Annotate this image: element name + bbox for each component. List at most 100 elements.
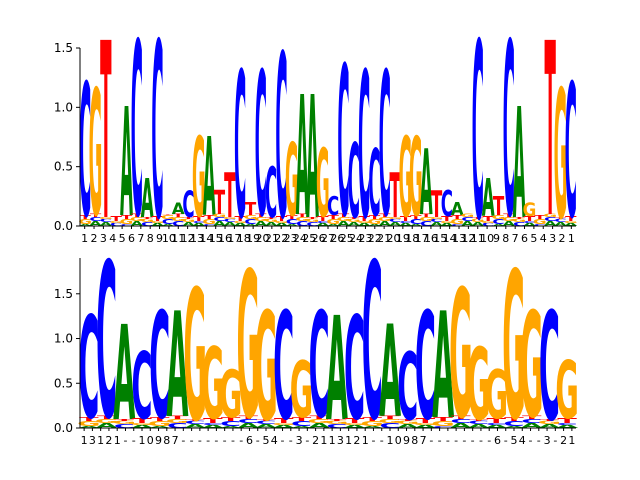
logo-letter: A (79, 223, 93, 226)
logo-letter: T (286, 214, 298, 221)
logo-letter: G (140, 218, 154, 223)
logo-letter: C (244, 218, 256, 226)
x-tick-label: 20 (387, 232, 401, 245)
logo-letter: G (264, 218, 278, 223)
logo-letter: G (502, 231, 525, 466)
logo-letter: T (358, 215, 370, 223)
logo-letter: C (273, 282, 294, 454)
logo-letter: T (307, 216, 320, 219)
logo-letter: G (120, 218, 134, 226)
logo-letter: C (309, 281, 330, 450)
logo-letter: G (326, 218, 340, 226)
x-tick-label: 12 (461, 232, 475, 245)
x-tick-label: - (462, 434, 466, 447)
logo-letter: G (233, 220, 247, 223)
logo-letter: T (221, 416, 241, 422)
logo-letter: C (89, 216, 101, 223)
x-tick-label: 23 (358, 232, 372, 245)
logo-letter: A (151, 222, 165, 227)
logo-letter: G (307, 418, 330, 424)
logo-letter: A (492, 223, 506, 226)
logo-column: ACG (461, 213, 475, 228)
x-tick-label: - (206, 434, 210, 447)
logo-letter: A (347, 221, 360, 228)
logo-letter: A (161, 223, 175, 226)
logo-letter: C (306, 221, 318, 228)
x-tick-label: 3 (100, 232, 107, 245)
x-tick-label: - (239, 434, 243, 447)
y-tick-label: 0.0 (54, 421, 73, 435)
x-tick-label: - (537, 434, 541, 447)
logo-letter: A (344, 424, 366, 429)
logo-letter: C (441, 183, 453, 225)
logo-letter: A (203, 116, 216, 242)
logo-letter: A (275, 222, 289, 227)
x-tick-label: - (487, 434, 491, 447)
x-tick-label: 1 (81, 434, 88, 447)
logo-letter: G (419, 216, 433, 223)
logo-letter: T (183, 216, 196, 219)
logo-letter: G (523, 199, 537, 221)
x-tick-label: 16 (424, 232, 438, 245)
logo-letter: T (380, 415, 400, 420)
logo-letter: A (192, 222, 206, 227)
x-tick-label: 1 (81, 232, 88, 245)
logo-letter: A (182, 221, 195, 228)
logo-letter: G (368, 218, 382, 226)
x-tick-label: 2 (91, 232, 98, 245)
logo-letter: A (461, 220, 474, 228)
logo-letter: T (141, 216, 154, 219)
logo-letter: C (472, 0, 484, 275)
x-tick-label: - (289, 434, 293, 447)
logo-letter: T (389, 160, 400, 232)
logo-letter: T (431, 182, 443, 226)
logo-letter: A (544, 220, 557, 228)
x-tick-label: 1 (114, 434, 121, 447)
x-tick-label: 18 (405, 232, 419, 245)
logo-letter: A (451, 200, 465, 221)
x-tick-label: - (281, 434, 285, 447)
x-tick-label: 16 (218, 232, 232, 245)
logo-letter: A (471, 221, 484, 228)
x-tick-label: 5 (530, 232, 537, 245)
logo-letter: T (451, 214, 463, 221)
logo-letter: T (97, 415, 117, 420)
logo-letter: C (513, 221, 525, 228)
logo-letter: C (554, 218, 566, 223)
logo-letter: A (265, 221, 278, 228)
logo-letter: T (79, 214, 91, 221)
logo-letter: T (363, 416, 383, 422)
x-tick-label: 27 (321, 232, 335, 245)
logo-letter: A (306, 62, 319, 258)
logo-letter: A (564, 222, 578, 227)
logo-letter: C (397, 334, 418, 442)
x-tick-label: 25 (340, 232, 354, 245)
logo-letter: A (389, 221, 402, 228)
logo-letter: G (192, 114, 206, 243)
x-tick-label: 20 (255, 232, 269, 245)
x-tick-label: 1 (97, 434, 104, 447)
x-tick-label: - (305, 434, 309, 447)
logo-letter: C (255, 32, 267, 262)
logo-letter: C (317, 220, 329, 223)
logo-letter: T (276, 215, 288, 223)
x-tick-label: 23 (284, 232, 298, 245)
logo-letter: A (308, 422, 330, 430)
logo-letter: A (538, 423, 560, 429)
logo-letter: G (109, 220, 123, 223)
bottom-logo-panel: AGTCAGTCCGTAAGTCAGTCCGTAACTGACTGACTGACTG… (54, 218, 579, 469)
x-tick-label: - (181, 434, 185, 447)
logo-letter: G (254, 281, 277, 455)
